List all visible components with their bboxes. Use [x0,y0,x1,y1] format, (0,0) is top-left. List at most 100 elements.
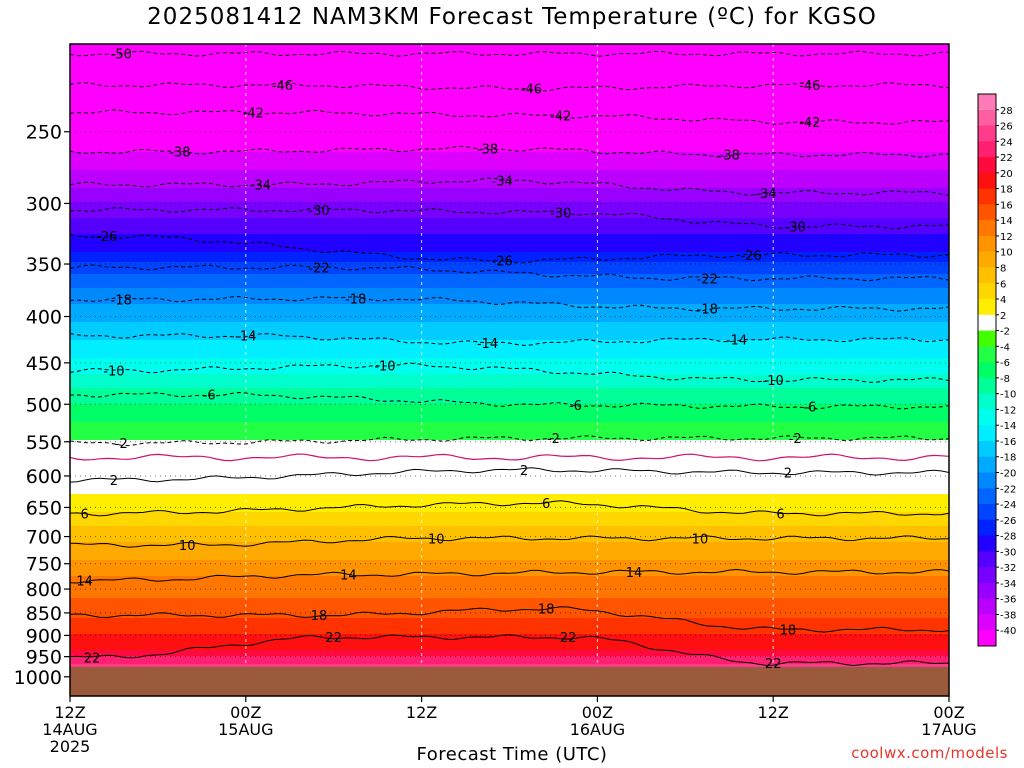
temperature-band [70,324,949,327]
temperature-band [70,174,949,177]
temperature-band [70,92,949,95]
temperature-band [70,470,949,473]
temperature-band [70,86,949,89]
temperature-band [70,82,949,85]
x-tick-label: 12Z [54,703,85,722]
temperature-band [70,630,949,633]
contour-label: -10 [103,365,124,380]
temperature-band [70,626,949,629]
temperature-band [70,52,949,55]
temperature-band [70,164,949,167]
temperature-band [70,454,949,457]
temperature-band [70,366,949,369]
temperature-band [70,442,949,445]
contour-label: -22 [697,272,718,287]
temperature-band [70,384,949,387]
temperature-band [70,70,949,73]
colorbar-label: -10 [1000,390,1016,401]
temperature-band [70,536,949,539]
temperature-band [70,282,949,285]
temperature-band [70,358,949,361]
contour-label: 2 [110,474,118,489]
colorbar-cell [978,409,996,426]
colorbar-label: 12 [1000,232,1013,243]
temperature-band [70,428,949,431]
contour-line [69,264,950,282]
temperature-band [70,522,949,525]
temperature-band [70,200,949,203]
temperature-band [70,240,949,243]
colorbar-cell [978,519,996,537]
colorbar-cell [978,440,996,458]
x-tick-label: 17AUG [921,720,976,739]
colorbar-label: 24 [1000,137,1013,148]
x-tick-label: 00Z [230,703,261,722]
colorbar-cell [978,172,996,190]
colorbar-label: -24 [1000,500,1016,511]
temperature-band [70,650,949,653]
temperature-band [70,250,949,253]
temperature-band [70,584,949,587]
colorbar-label: 16 [1000,200,1013,211]
temperature-band [70,490,949,493]
contour-label: -42 [550,110,571,125]
temperature-band [70,514,949,517]
temperature-band [70,98,949,101]
temperature-band [70,202,949,205]
colorbar-label: -12 [1000,405,1016,416]
temperature-band [70,364,949,367]
y-axis: 2503003504004505005506006507007508008509… [14,122,70,689]
temperature-band [70,662,949,665]
colorbar-label: 20 [1000,169,1013,180]
temperature-band [70,592,949,595]
colorbar-frame [977,93,997,647]
colorbar-label: 6 [1000,279,1006,290]
x-axis-title: Forecast Time (UTC) [416,744,608,765]
y-tick-label: 450 [26,353,62,375]
temperature-band [70,180,949,183]
temperature-band [70,492,949,495]
temperature-band [70,244,949,247]
colorbar-label: -34 [1000,579,1016,590]
temperature-band [70,266,949,269]
contour-line [69,535,950,548]
temperature-band [70,426,949,429]
temperature-band [70,198,949,201]
temperature-band [70,554,949,557]
temperature-band [70,638,949,641]
contour-label: -26 [96,230,117,245]
temperature-band [70,594,949,597]
temperature-band [70,500,949,503]
colorbar-label: -14 [1000,421,1016,432]
y-tick-label: 500 [26,394,62,416]
temperature-band [70,400,949,403]
contour-label: -2 [547,432,560,447]
temperature-band [70,270,949,273]
x-tick-label: 12Z [406,703,437,722]
temperature-band [70,356,949,359]
colorbar-cell [978,141,996,158]
contour-label: -18 [697,303,718,318]
colorbar-label: -2 [1000,327,1010,338]
contour-line [69,177,950,196]
temperature-band [70,496,949,499]
temperature-band [70,568,949,571]
temperature-band [70,340,949,343]
temperature-band [70,316,949,319]
temperature-band [70,574,949,577]
temperature-band [70,656,949,659]
temperature-band [70,526,949,529]
temperature-band [70,280,949,283]
temperature-band [70,362,949,365]
temperature-band [70,72,949,75]
temperature-band [70,294,949,297]
temperature-band [70,542,949,545]
temperature-band [70,328,949,331]
temperature-band [70,90,949,93]
temperature-band [70,432,949,435]
temperature-band [70,412,949,415]
contour-line [69,568,950,584]
temperature-band [70,206,949,209]
temperature-band [70,326,949,329]
temperature-band [70,322,949,325]
